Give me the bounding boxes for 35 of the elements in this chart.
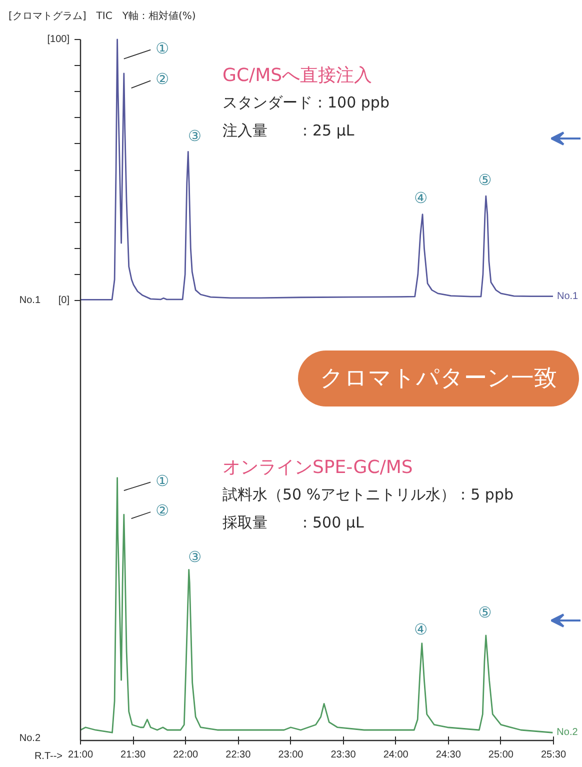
annotation: スタンダード：100 ppb	[222, 94, 390, 112]
x-tick-label: 21:00	[68, 750, 94, 760]
annotation: ⑤	[478, 603, 492, 622]
chart-title: [クロマトグラム] TIC Y軸：相対値(%)	[8, 10, 196, 22]
x-tick-label: 25:00	[488, 750, 514, 760]
annotation: GC/MSへ直接注入	[222, 65, 372, 86]
annotation: ①	[156, 40, 170, 58]
annotation: ④	[414, 620, 428, 638]
y-tick-label: [100]	[47, 34, 70, 45]
annotation: ③	[188, 548, 202, 566]
text: No.2	[19, 733, 41, 744]
series-label: No.1	[556, 290, 579, 302]
y-tick-label: [0]	[58, 295, 70, 306]
x-tick-label: 22:30	[226, 750, 252, 760]
x-tick-label: 23:00	[278, 750, 304, 760]
series-label: No.2	[556, 727, 578, 738]
x-tick-label: 23:30	[330, 750, 356, 760]
annotation: ②	[156, 70, 170, 88]
annotation: ④	[414, 188, 428, 207]
annotation: オンラインSPE-GC/MS	[222, 457, 413, 478]
x-tick-label: 24:30	[436, 750, 462, 760]
x-tick-label: 25:30	[540, 750, 566, 760]
x-tick-label: 24:00	[383, 750, 409, 760]
annotation: 試料水（50 %アセトニトリル水）：5 ppb	[222, 486, 514, 504]
annotation: ①	[156, 472, 170, 490]
x-tick-label: 21:30	[120, 750, 146, 760]
annotation: 注入量 ：25 µL	[222, 122, 355, 140]
annotation: 採取量 ：500 µL	[222, 514, 364, 532]
x-tick-label: 22:00	[173, 750, 199, 760]
text: クロマトパターン一致	[320, 366, 557, 392]
annotation: ②	[156, 501, 170, 520]
text: No.1	[19, 295, 41, 306]
x-axis-title: R.T-->	[34, 751, 63, 762]
annotation: ⑤	[478, 171, 492, 190]
annotation: ③	[188, 127, 202, 146]
